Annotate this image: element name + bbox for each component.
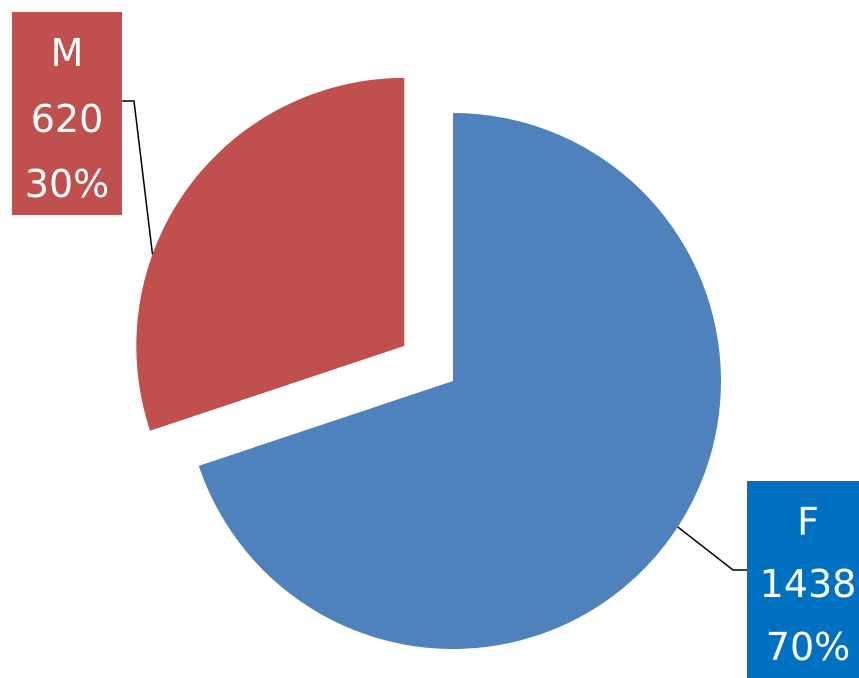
leader-lines — [122, 100, 747, 571]
data-label-f: F 1438 70% — [747, 481, 859, 678]
data-label-m: M 620 30% — [12, 12, 122, 215]
data-label-m-value: 620 — [31, 97, 104, 141]
leader-line-m — [122, 100, 154, 255]
data-label-m-percent: 30% — [25, 162, 109, 206]
data-label-f-value: 1438 — [760, 562, 857, 606]
data-label-f-category: F — [797, 500, 819, 544]
slices-layer — [136, 77, 721, 649]
data-label-f-percent: 70% — [766, 625, 850, 669]
data-label-f-box — [747, 481, 859, 678]
pie-slice-m — [136, 77, 405, 431]
pie-slice-f — [198, 113, 721, 649]
data-label-m-box — [12, 12, 122, 215]
data-label-m-category: M — [51, 31, 84, 75]
data-labels: F 1438 70% M 620 30% — [12, 12, 859, 678]
leader-line-f — [677, 526, 747, 571]
